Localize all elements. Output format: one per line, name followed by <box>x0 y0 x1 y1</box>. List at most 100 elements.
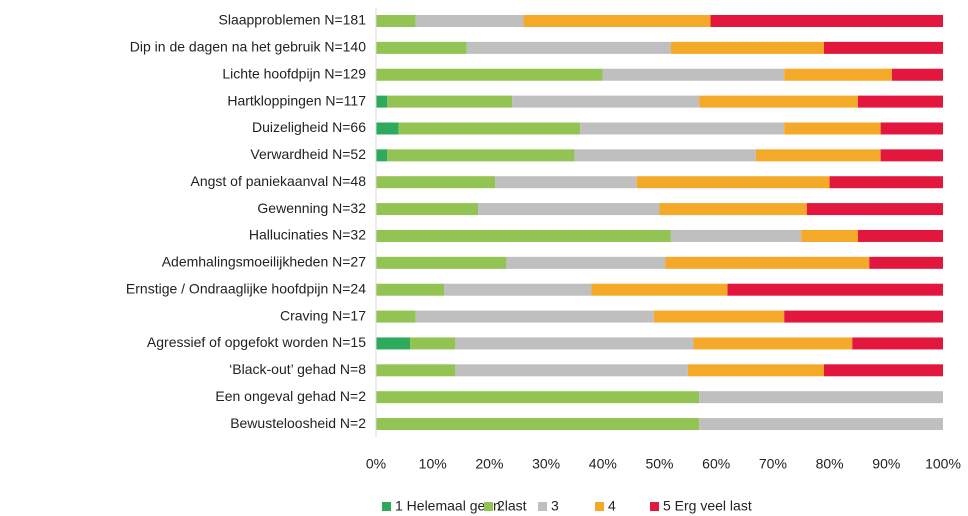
x-tick-label: 70% <box>759 456 787 472</box>
bar-segment <box>455 337 694 350</box>
legend-swatch <box>382 502 391 511</box>
x-tick-label: 10% <box>419 456 447 472</box>
bar-segment <box>857 229 943 242</box>
bar-segment <box>580 122 785 135</box>
x-tick-label: 100% <box>925 456 961 472</box>
bar-segment <box>755 149 881 162</box>
bar-segment <box>376 283 445 296</box>
x-tick-label: 20% <box>475 456 503 472</box>
legend-label: 2 <box>497 498 505 514</box>
bar-segment <box>852 337 943 350</box>
bar-segment <box>376 391 700 404</box>
bar-segment <box>710 15 943 27</box>
bar-segment <box>823 41 943 54</box>
bar-segment <box>478 203 660 216</box>
bar-segment <box>455 364 688 377</box>
bar-segment <box>495 176 637 189</box>
legend-swatch <box>484 502 493 511</box>
bar-segment <box>376 122 399 135</box>
bar-segment <box>376 68 603 81</box>
legend-swatch <box>595 502 604 511</box>
legend-label: 5 Erg veel last <box>663 498 752 514</box>
bar-segment <box>727 283 943 296</box>
bar-segment <box>699 391 943 404</box>
x-tick-label: 40% <box>589 456 617 472</box>
bar-segment <box>784 68 892 81</box>
bar-segment <box>376 418 700 431</box>
y-tick-label: Hartkloppingen N=117 <box>227 92 366 108</box>
bar-segment <box>466 41 671 54</box>
legend-label: 3 <box>551 498 559 514</box>
y-tick-label: Hallucinaties N=32 <box>249 227 366 243</box>
y-tick-label: Agressief of opgefokt worden N=15 <box>147 334 366 350</box>
bar-segment <box>574 149 756 162</box>
y-tick-label: Duizeligheid N=66 <box>252 119 366 135</box>
x-tick-label: 90% <box>872 456 900 472</box>
bar-segment <box>602 68 785 81</box>
bar-segment <box>687 364 824 377</box>
y-tick-label: Gewenning N=32 <box>257 200 366 216</box>
bar-segment <box>387 95 513 108</box>
bar-segment <box>387 149 575 162</box>
bar-segment <box>376 364 456 377</box>
y-tick-label: Lichte hoofdpijn N=129 <box>222 65 366 81</box>
y-tick-label: Angst of paniekaanval N=48 <box>190 173 366 189</box>
bar-segment <box>659 203 807 216</box>
y-tick-label: ‘Black-out’ gehad N=8 <box>229 361 366 377</box>
bar-segment <box>784 122 881 135</box>
y-tick-label: Een ongeval gehad N=2 <box>215 388 366 404</box>
bar-segment <box>506 256 666 269</box>
bar-segment <box>376 256 507 269</box>
y-tick-label: Ademhalingsmoeilijkheden N=27 <box>162 254 367 270</box>
bar-segment <box>376 149 388 162</box>
bar-segment <box>699 418 943 431</box>
bar-segment <box>857 95 943 108</box>
bar-segment <box>693 337 853 350</box>
bar-segment <box>376 310 416 323</box>
y-tick-label: Verwardheid N=52 <box>250 146 366 162</box>
legend-label: 4 <box>608 498 616 514</box>
y-tick-label: Slaapproblemen N=181 <box>219 12 367 28</box>
y-tick-label: Bewusteloosheid N=2 <box>230 415 366 431</box>
legend-swatch <box>650 502 659 511</box>
x-tick-label: 0% <box>366 456 386 472</box>
bar-segment <box>670 229 802 242</box>
bar-segment <box>806 203 943 216</box>
bar-segment <box>376 176 496 189</box>
bar-segment <box>829 176 943 189</box>
bar-segment <box>869 256 943 269</box>
bar-segment <box>376 41 467 54</box>
y-tick-label: Craving N=17 <box>280 307 366 323</box>
bar-segment <box>891 68 943 81</box>
bar-segment <box>823 364 943 377</box>
x-tick-label: 50% <box>645 456 673 472</box>
bar-segment <box>880 149 943 162</box>
bar-segment <box>784 310 943 323</box>
legend-label: 1 Helemaal geen last <box>395 498 527 514</box>
bar-segment <box>444 283 592 296</box>
bar-segment <box>636 176 830 189</box>
bar-segment <box>376 95 388 108</box>
bar-segment <box>665 256 870 269</box>
bar-segment <box>699 95 858 108</box>
x-tick-label: 30% <box>532 456 560 472</box>
bar-segment <box>670 41 824 54</box>
x-tick-label: 60% <box>702 456 730 472</box>
x-tick-label: 80% <box>816 456 844 472</box>
bar-segment <box>512 95 700 108</box>
bar-segment <box>376 229 671 242</box>
bar-segment <box>415 15 524 27</box>
legend-swatch <box>538 502 547 511</box>
y-tick-label: Dip in de dagen na het gebruik N=140 <box>130 39 366 55</box>
bar-segment <box>410 337 456 350</box>
bar-segment <box>415 310 654 323</box>
bar-segment <box>591 283 728 296</box>
bar-segment <box>653 310 785 323</box>
bar-segment <box>801 229 858 242</box>
y-tick-label: Ernstige / Ondraaglijke hoofdpijn N=24 <box>126 280 366 296</box>
bar-segment <box>398 122 581 135</box>
bar-segment <box>523 15 711 27</box>
bar-segment <box>376 15 416 27</box>
bar-segment <box>376 337 411 350</box>
